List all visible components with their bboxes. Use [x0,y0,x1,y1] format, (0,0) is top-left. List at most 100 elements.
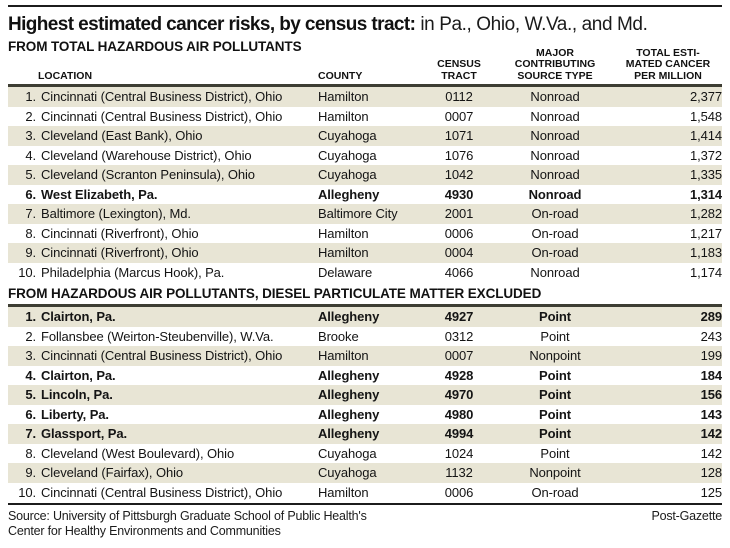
cell-source-type: On-road [490,204,620,224]
cell-county: Allegheny [318,406,380,422]
table-row: 6. West Elizabeth, Pa. Allegheny 4930 Nonroa… [8,185,722,205]
bottom-rule [8,503,722,505]
cell-county: Allegheny [318,424,428,444]
cell-county: Hamilton [318,484,369,500]
footer: Source: University of Pittsburgh Graduat… [8,509,722,538]
location-text: Cincinnati (Riverfront), Ohio [41,225,199,241]
cell-total-cancer-per-million: 1,174 [689,264,722,280]
source-credit: Source: University of Pittsburgh Graduat… [8,509,367,538]
cell-census-tract: 0006 [444,484,474,500]
cell-source-type: Nonpoint [490,463,620,483]
table-row: 8. Cincinnati (Riverfront), Ohio Hamilton 0… [8,224,722,244]
location-text: Cincinnati (Central Business District), … [41,108,283,124]
rank-number: 8. [25,445,36,461]
cell-county: Cuyahoga [318,165,428,185]
table-row: 2. Cincinnati (Central Business District)… [8,107,722,127]
cell-total-cancer-per-million: 1,217 [689,225,722,241]
column-header-census-tract: CENSUS TRACT [437,58,481,82]
section-1-divider [8,84,722,87]
cell-county: Hamilton [318,225,369,241]
section-1-title: FROM TOTAL HAZARDOUS AIR POLLUTANTS [8,39,302,54]
location-text: Glassport, Pa. [41,426,128,441]
cell-total-cancer-per-million: 1,282 [620,204,722,224]
rank-number: 5. [25,167,36,182]
cell-source-type: On-road [490,243,620,263]
table-row: 5. Lincoln, Pa. Allegheny 4970 Point 156 [8,385,722,405]
table-row: 10. Cincinnati (Central Business District… [8,483,722,503]
cell-total-cancer-per-million: 125 [700,484,722,500]
cell-location: 10. Philadelphia (Marcus Hook), Pa. [8,263,318,283]
cell-source-type: Nonroad [530,264,580,280]
cell-county: Cuyahoga [318,445,377,461]
location-text: Follansbee (Weirton-Steubenville), W.Va. [41,328,274,344]
cell-location: 6. West Elizabeth, Pa. [8,185,318,205]
cell-location: 3. Cincinnati (Central Business District)… [8,346,318,366]
location-text: Clairton, Pa. [41,309,116,324]
table-row: 1. Clairton, Pa. Allegheny 4927 Point 289 [8,307,722,327]
top-rule [8,5,722,7]
cell-census-tract: 0112 [428,87,490,107]
cell-county: Brooke [318,328,359,344]
cell-total-cancer-per-million: 156 [620,385,722,405]
table-row: 9. Cincinnati (Riverfront), Ohio Hamilton 0… [8,243,722,263]
cell-census-tract: 0007 [428,346,490,366]
cell-source-type: Nonpoint [490,346,620,366]
cell-total-cancer-per-million: 1,314 [689,186,722,202]
cell-census-tract: 4927 [428,307,490,327]
location-text: Cleveland (West Boulevard), Ohio [41,445,235,461]
rank-number: 5. [25,387,36,402]
cell-location: 4. Cleveland (Warehouse District), Ohio [8,146,318,166]
cell-source-type: Point [540,328,570,344]
rank-number: 3. [25,348,36,363]
cell-source-type: Nonroad [528,186,582,202]
cell-total-cancer-per-million: 142 [700,445,722,461]
source-line-1: Source: University of Pittsburgh Graduat… [8,509,367,523]
cell-census-tract: 1071 [428,126,490,146]
publisher-credit: Post-Gazette [651,509,722,523]
location-text: Cleveland (Fairfax), Ohio [41,465,183,480]
cell-location: 8. Cleveland (West Boulevard), Ohio [8,444,318,464]
table-row: 1. Cincinnati (Central Business District)… [8,87,722,107]
rank-number: 9. [25,465,36,480]
cell-location: 8. Cincinnati (Riverfront), Ohio [8,224,318,244]
cell-location: 9. Cincinnati (Riverfront), Ohio [8,243,318,263]
cell-census-tract: 4970 [428,385,490,405]
table-row: 3. Cleveland (East Bank), Ohio Cuyahoga 107… [8,126,722,146]
cell-total-cancer-per-million: 184 [700,367,722,383]
cell-location: 6. Liberty, Pa. [8,405,318,425]
rank-number: 4. [25,147,36,163]
rank-number: 3. [25,128,36,143]
rank-number: 2. [25,108,36,124]
column-header-total: TOTAL ESTI- MATED CANCER PER MILLION [625,46,711,82]
cell-county: Cuyahoga [318,463,428,483]
location-text: Cincinnati (Central Business District), … [41,89,283,104]
cell-total-cancer-per-million: 143 [700,406,722,422]
rank-number: 4. [25,367,36,383]
table-row: 6. Liberty, Pa. Allegheny 4980 Point 143 [8,405,722,425]
rank-number: 8. [25,225,36,241]
source-line-2: Center for Healthy Environments and Comm… [8,523,281,538]
cell-location: 1. Clairton, Pa. [8,307,318,327]
cell-location: 3. Cleveland (East Bank), Ohio [8,126,318,146]
cell-total-cancer-per-million: 2,377 [620,87,722,107]
cell-total-cancer-per-million: 243 [700,328,722,344]
cell-county: Allegheny [318,307,428,327]
cell-total-cancer-per-million: 1,183 [620,243,722,263]
cell-source-type: On-road [531,484,579,500]
cell-county: Hamilton [318,243,428,263]
cell-census-tract: 4980 [444,406,474,422]
cell-total-cancer-per-million: 142 [620,424,722,444]
table-row: 7. Baltimore (Lexington), Md. Baltimore Ci… [8,204,722,224]
cell-location: 4. Clairton, Pa. [8,366,318,386]
cell-source-type: Nonroad [490,126,620,146]
cell-county: Hamilton [318,346,428,366]
cell-location: 5. Cleveland (Scranton Peninsula), Ohio [8,165,318,185]
location-text: Clairton, Pa. [41,367,116,383]
page-title: Highest estimated cancer risks, by censu… [8,12,722,37]
location-text: Cleveland (Warehouse District), Ohio [41,147,252,163]
table-diesel-excluded: 1. Clairton, Pa. Allegheny 4927 Point 289 2. Fo… [8,307,722,502]
location-text: Lincoln, Pa. [41,387,113,402]
cell-county: Hamilton [318,108,369,124]
page-title-main: Highest estimated cancer risks, by censu… [8,14,416,35]
cell-county: Allegheny [318,385,428,405]
